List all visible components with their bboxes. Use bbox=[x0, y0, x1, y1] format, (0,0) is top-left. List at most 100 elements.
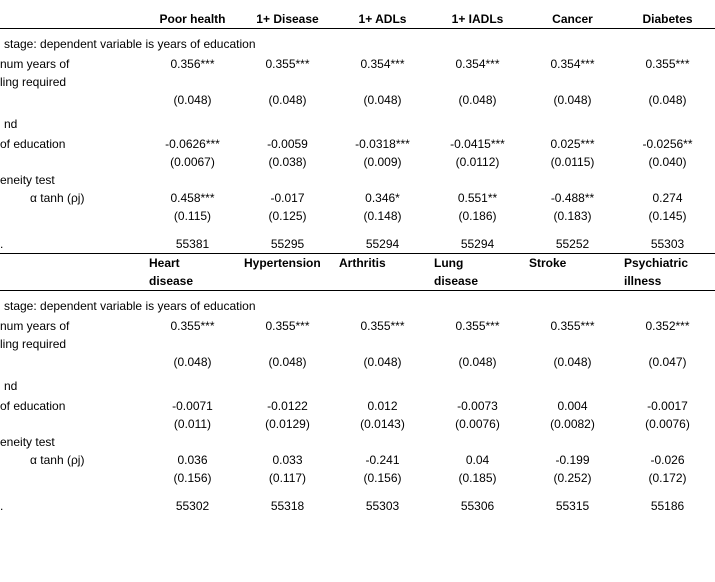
cell: (0.183) bbox=[525, 207, 620, 225]
panel1-alpha-se: (0.115) (0.125) (0.148) (0.186) (0.183) … bbox=[0, 207, 715, 225]
cell: -0.0073 bbox=[430, 397, 525, 415]
cell: (0.0129) bbox=[240, 415, 335, 433]
cell: 0.355*** bbox=[240, 55, 335, 73]
cell: (0.048) bbox=[525, 91, 620, 109]
col-header bbox=[335, 272, 430, 291]
cell: 55303 bbox=[620, 235, 715, 254]
cell: -0.488** bbox=[525, 189, 620, 207]
cell: 0.354*** bbox=[335, 55, 430, 73]
cell: (0.186) bbox=[430, 207, 525, 225]
cell: -0.241 bbox=[335, 451, 430, 469]
panel2-minyears-row: num years of 0.355*** 0.355*** 0.355*** … bbox=[0, 317, 715, 335]
cell: 55306 bbox=[430, 497, 525, 515]
cell: 0.04 bbox=[430, 451, 525, 469]
panel1-minyears-row: num years of 0.356*** 0.355*** 0.354*** … bbox=[0, 55, 715, 73]
row-label: . bbox=[0, 235, 145, 254]
col-header: 1+ ADLs bbox=[335, 10, 430, 29]
cell: 0.355*** bbox=[430, 317, 525, 335]
cell: (0.048) bbox=[430, 353, 525, 371]
col-header: Psychiatric bbox=[620, 254, 715, 273]
panel1-second-label: nd bbox=[0, 109, 715, 135]
cell: 0.354*** bbox=[430, 55, 525, 73]
first-stage-text: stage: dependent variable is years of ed… bbox=[0, 291, 715, 318]
panel2-exog-label: eneity test bbox=[0, 433, 715, 451]
row-label: . bbox=[0, 497, 145, 515]
col-header: illness bbox=[620, 272, 715, 291]
cell: -0.017 bbox=[240, 189, 335, 207]
cell: 0.458*** bbox=[145, 189, 240, 207]
row-label: ling required bbox=[0, 73, 145, 91]
cell: 0.012 bbox=[335, 397, 430, 415]
cell: 55186 bbox=[620, 497, 715, 515]
row-label: α tanh (ρj) bbox=[0, 189, 145, 207]
cell: 55252 bbox=[525, 235, 620, 254]
panel2-minyears-row2: ling required bbox=[0, 335, 715, 353]
cell: -0.0626*** bbox=[145, 135, 240, 153]
cell: -0.0415*** bbox=[430, 135, 525, 153]
cell: (0.0067) bbox=[145, 153, 240, 171]
col-header: Stroke bbox=[525, 254, 620, 273]
panel2-educ-row: of education -0.0071 -0.0122 0.012 -0.00… bbox=[0, 397, 715, 415]
row-label: num years of bbox=[0, 55, 145, 73]
panel1-educ-row: of education -0.0626*** -0.0059 -0.0318*… bbox=[0, 135, 715, 153]
panel1-alpha-row: α tanh (ρj) 0.458*** -0.017 0.346* 0.551… bbox=[0, 189, 715, 207]
cell: (0.145) bbox=[620, 207, 715, 225]
cell: 0.004 bbox=[525, 397, 620, 415]
cell: -0.0059 bbox=[240, 135, 335, 153]
cell: 55318 bbox=[240, 497, 335, 515]
panel1-n-row: . 55381 55295 55294 55294 55252 55303 bbox=[0, 235, 715, 254]
cell: (0.252) bbox=[525, 469, 620, 487]
panel1-exog-label: eneity test bbox=[0, 171, 715, 189]
col-header: Cancer bbox=[525, 10, 620, 29]
cell: 0.346* bbox=[335, 189, 430, 207]
col-header: Lung bbox=[430, 254, 525, 273]
cell: (0.048) bbox=[145, 353, 240, 371]
panel2-minyears-se: (0.048) (0.048) (0.048) (0.048) (0.048) … bbox=[0, 353, 715, 371]
col-header: Hypertension bbox=[240, 254, 335, 273]
panel2-first-stage-label: stage: dependent variable is years of ed… bbox=[0, 291, 715, 318]
cell: 0.355*** bbox=[240, 317, 335, 335]
cell: (0.048) bbox=[240, 91, 335, 109]
cell: 55303 bbox=[335, 497, 430, 515]
row-label: ling required bbox=[0, 335, 145, 353]
first-stage-text: stage: dependent variable is years of ed… bbox=[0, 29, 715, 56]
cell: -0.0318*** bbox=[335, 135, 430, 153]
cell: 55294 bbox=[335, 235, 430, 254]
cell: (0.0143) bbox=[335, 415, 430, 433]
panel2-second-label: nd bbox=[0, 371, 715, 397]
cell: (0.038) bbox=[240, 153, 335, 171]
cell: (0.048) bbox=[620, 91, 715, 109]
col-header: Arthritis bbox=[335, 254, 430, 273]
cell: 0.355*** bbox=[145, 317, 240, 335]
panel2-header-row2: disease disease illness bbox=[0, 272, 715, 291]
cell: (0.156) bbox=[145, 469, 240, 487]
second-text: nd bbox=[0, 109, 715, 135]
cell: (0.185) bbox=[430, 469, 525, 487]
cell: (0.048) bbox=[335, 353, 430, 371]
cell: (0.148) bbox=[335, 207, 430, 225]
panel1-educ-se: (0.0067) (0.038) (0.009) (0.0112) (0.011… bbox=[0, 153, 715, 171]
cell: (0.0076) bbox=[430, 415, 525, 433]
second-text: nd bbox=[0, 371, 715, 397]
cell: -0.199 bbox=[525, 451, 620, 469]
cell: (0.048) bbox=[335, 91, 430, 109]
panel2-educ-se: (0.011) (0.0129) (0.0143) (0.0076) (0.00… bbox=[0, 415, 715, 433]
cell: (0.115) bbox=[145, 207, 240, 225]
cell: (0.048) bbox=[525, 353, 620, 371]
cell: -0.0071 bbox=[145, 397, 240, 415]
panel1-header-row: Poor health 1+ Disease 1+ ADLs 1+ IADLs … bbox=[0, 10, 715, 29]
panel2-alpha-se: (0.156) (0.117) (0.156) (0.185) (0.252) … bbox=[0, 469, 715, 487]
panel2-alpha-row: α tanh (ρj) 0.036 0.033 -0.241 0.04 -0.1… bbox=[0, 451, 715, 469]
panel1-minyears-row2: ling required bbox=[0, 73, 715, 91]
cell: (0.009) bbox=[335, 153, 430, 171]
cell: (0.156) bbox=[335, 469, 430, 487]
cell: (0.048) bbox=[240, 353, 335, 371]
cell: (0.0076) bbox=[620, 415, 715, 433]
cell: 55315 bbox=[525, 497, 620, 515]
panel2-n-row: . 55302 55318 55303 55306 55315 55186 bbox=[0, 497, 715, 515]
col-header: Heart bbox=[145, 254, 240, 273]
cell: (0.0115) bbox=[525, 153, 620, 171]
cell: (0.048) bbox=[430, 91, 525, 109]
cell: 0.356*** bbox=[145, 55, 240, 73]
cell: 0.355*** bbox=[620, 55, 715, 73]
